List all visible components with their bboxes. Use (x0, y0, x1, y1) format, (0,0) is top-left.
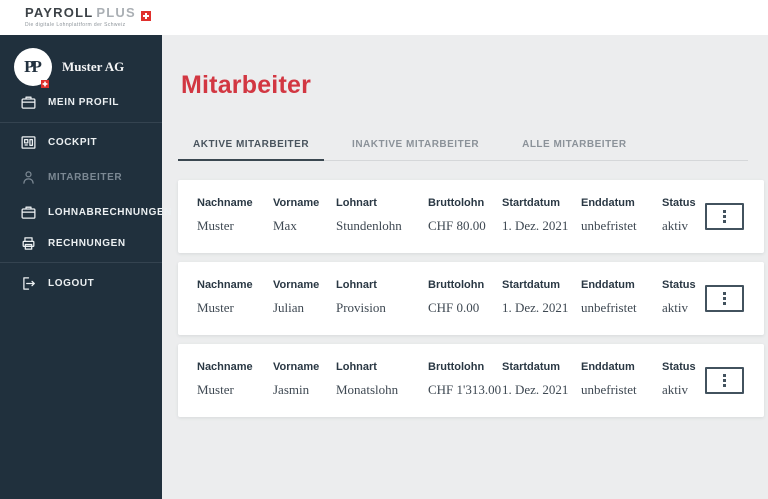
sidebar-item-label: MEIN PROFIL (48, 96, 120, 108)
column-header-enddatum: Enddatum (581, 361, 635, 373)
sidebar-item-label: COCKPIT (48, 136, 98, 148)
employee-vorname: Julian (273, 300, 305, 315)
employee-lohnart: Provision (336, 300, 386, 315)
employee-lohnart: Monatslohn (336, 382, 399, 397)
employee-bruttolohn: CHF 80.00 (428, 218, 486, 233)
column-header-nachname: Nachname (197, 197, 253, 209)
employee-bruttolohn: CHF 1'313.00 (428, 382, 502, 397)
payrollplus-logo: PAYROLL PLUS Die digitale Lohnplattform … (25, 5, 151, 28)
employee-row: Nachname Vorname Lohnart Bruttolohn Star… (178, 344, 764, 417)
sidebar-item-label: LOGOUT (48, 277, 95, 289)
column-header-status: Status (662, 197, 696, 209)
sidebar-item-cockpit[interactable]: COCKPIT (0, 128, 162, 156)
employee-nachname: Muster (197, 382, 234, 397)
employee-vorname: Max (273, 218, 297, 233)
column-header-status: Status (662, 279, 696, 291)
employee-status-badge: aktiv (662, 218, 688, 233)
company-logo: PP (14, 48, 52, 88)
kebab-menu-icon (723, 292, 726, 295)
sidebar-item-lohnabrechnungen[interactable]: LOHNABRECHNUNGEN (0, 198, 171, 226)
sidebar-item-label: RECHNUNGEN (48, 237, 126, 249)
column-header-lohnart: Lohnart (336, 197, 377, 209)
sidebar-item-logout[interactable]: LOGOUT (0, 269, 162, 297)
page-title: Mitarbeiter (181, 71, 312, 99)
employee-enddatum: unbefristet (581, 300, 637, 315)
tab-aktive-mitarbeiter[interactable]: AKTIVE MITARBEITER (178, 139, 325, 161)
tab-alle-mitarbeiter[interactable]: ALLE MITARBEITER (522, 139, 627, 150)
logout-arrow-icon (20, 275, 37, 292)
employee-enddatum: unbefristet (581, 218, 637, 233)
tab-bar: AKTIVE MITARBEITER INAKTIVE MITARBEITER … (178, 139, 748, 161)
briefcase-icon (20, 94, 37, 111)
swiss-cross-icon (140, 8, 151, 21)
column-header-bruttolohn: Bruttolohn (428, 197, 485, 209)
employee-status-badge: aktiv (662, 382, 688, 397)
sidebar-item-label: MITARBEITER (48, 171, 123, 183)
brand-name-primary: PAYROLL (25, 5, 94, 20)
brand-name-secondary: PLUS (96, 5, 136, 20)
brand-tagline: Die digitale Lohnplattform der Schweiz (25, 22, 126, 28)
column-header-vorname: Vorname (273, 361, 320, 373)
column-header-startdatum: Startdatum (502, 361, 561, 373)
sidebar-item-mitarbeiter[interactable]: MITARBEITER (0, 163, 162, 191)
employee-lohnart: Stundenlohn (336, 218, 402, 233)
row-menu-button[interactable] (705, 285, 744, 312)
employee-row: Nachname Vorname Lohnart Bruttolohn Star… (178, 262, 764, 335)
column-header-vorname: Vorname (273, 197, 320, 209)
employee-nachname: Muster (197, 300, 234, 315)
column-header-bruttolohn: Bruttolohn (428, 279, 485, 291)
briefcase-icon (20, 204, 37, 221)
company-account[interactable]: PP Muster AG (14, 48, 125, 88)
column-header-lohnart: Lohnart (336, 361, 377, 373)
dashboard-grid-icon (20, 134, 37, 151)
logo-initials: PP (24, 57, 42, 76)
employee-startdatum: 1. Dez. 2021 (502, 218, 569, 233)
swiss-cross-icon (41, 75, 49, 88)
sidebar-item-mein-profil[interactable]: MEIN PROFIL (0, 88, 162, 116)
company-name: Muster AG (62, 59, 125, 74)
employee-status-badge: aktiv (662, 300, 688, 315)
row-menu-button[interactable] (705, 367, 744, 394)
sidebar-divider (0, 122, 162, 123)
employee-row: Nachname Vorname Lohnart Bruttolohn Star… (178, 180, 764, 253)
sidebar-divider (0, 262, 162, 263)
tab-inaktive-mitarbeiter[interactable]: INAKTIVE MITARBEITER (352, 139, 480, 150)
top-header-bar: PAYROLL PLUS Die digitale Lohnplattform … (0, 0, 768, 35)
column-header-nachname: Nachname (197, 361, 253, 373)
column-header-startdatum: Startdatum (502, 197, 561, 209)
column-header-startdatum: Startdatum (502, 279, 561, 291)
column-header-nachname: Nachname (197, 279, 253, 291)
sidebar-item-rechnungen[interactable]: RECHNUNGEN (0, 229, 162, 257)
sidebar-item-label: LOHNABRECHNUNGEN (48, 206, 173, 218)
employee-enddatum: unbefristet (581, 382, 637, 397)
sidebar: PP Muster AG MEIN PROFIL COCKPIT (0, 35, 171, 499)
column-header-lohnart: Lohnart (336, 279, 377, 291)
employee-startdatum: 1. Dez. 2021 (502, 300, 569, 315)
column-header-enddatum: Enddatum (581, 197, 635, 209)
column-header-enddatum: Enddatum (581, 279, 635, 291)
column-header-status: Status (662, 361, 696, 373)
column-header-vorname: Vorname (273, 279, 320, 291)
main-content: Mitarbeiter AKTIVE MITARBEITER INAKTIVE … (162, 35, 768, 499)
kebab-menu-icon (723, 374, 726, 377)
printer-icon (20, 235, 37, 252)
column-header-bruttolohn: Bruttolohn (428, 361, 485, 373)
employee-startdatum: 1. Dez. 2021 (502, 382, 569, 397)
employee-bruttolohn: CHF 0.00 (428, 300, 480, 315)
kebab-menu-icon (723, 210, 726, 213)
employee-nachname: Muster (197, 218, 234, 233)
row-menu-button[interactable] (705, 203, 744, 230)
employee-vorname: Jasmin (273, 382, 310, 397)
person-icon (20, 169, 37, 186)
